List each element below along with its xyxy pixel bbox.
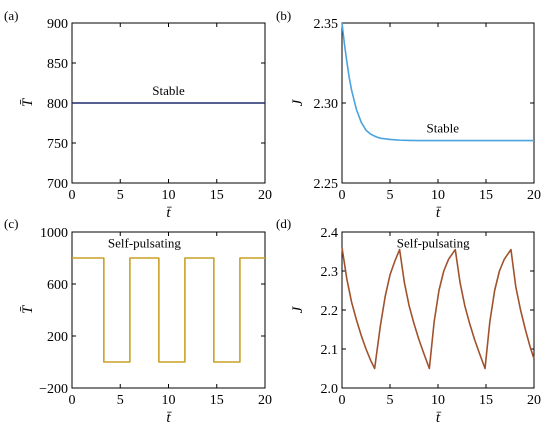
panel-2: (b) 0 5 10 15 20 2.25 2.30 2.35 t̄ J Stable bbox=[276, 8, 541, 221]
panel-label: (c) bbox=[4, 216, 18, 231]
y-axis-label: T̄ bbox=[20, 304, 36, 314]
y-tick-label: 750 bbox=[47, 137, 68, 152]
x-tick-label: 20 bbox=[527, 188, 541, 203]
y-tick-label: 2.3 bbox=[321, 265, 339, 280]
x-tick-label: 5 bbox=[117, 393, 124, 408]
x-tick-label: 0 bbox=[339, 188, 346, 203]
series-line-1 bbox=[341, 22, 534, 142]
y-axis-label: T̄ bbox=[20, 97, 36, 107]
annotation: Stable bbox=[152, 83, 185, 98]
y-tick-label: 2.30 bbox=[314, 97, 339, 112]
x-tick-label: 10 bbox=[431, 393, 445, 408]
x-tick-label: 20 bbox=[258, 188, 272, 203]
panel-label: (b) bbox=[276, 8, 291, 23]
x-tick-label: 5 bbox=[387, 188, 394, 203]
x-axis-label: t̄ bbox=[166, 410, 172, 426]
x-tick-label: 0 bbox=[69, 393, 76, 408]
x-tick-label: 15 bbox=[210, 188, 224, 203]
panel-label: (a) bbox=[4, 8, 18, 23]
series-line-1 bbox=[341, 247, 535, 370]
x-axis-label: t̄ bbox=[166, 205, 172, 221]
x-tick-label: 10 bbox=[162, 188, 176, 203]
x-axis-label: t̄ bbox=[436, 205, 442, 221]
y-tick-label: 2.4 bbox=[321, 226, 339, 241]
annotation: Stable bbox=[427, 121, 460, 136]
x-tick-label: 20 bbox=[258, 393, 272, 408]
y-axis-label: J bbox=[290, 98, 306, 106]
x-tick-label: 0 bbox=[339, 393, 346, 408]
y-tick-label: 2.0 bbox=[321, 382, 339, 397]
annotation: Self-pulsating bbox=[397, 236, 470, 251]
y-tick-label: 200 bbox=[47, 330, 68, 345]
series-line-1 bbox=[72, 257, 265, 363]
x-tick-label: 0 bbox=[69, 188, 76, 203]
x-tick-label: 15 bbox=[479, 188, 493, 203]
y-tick-label: 800 bbox=[47, 97, 68, 112]
panel-4: (d) 0 5 10 15 20 2.0 2.1 2.2 2.3 2.4 t̄ J Self-pulsat… bbox=[276, 216, 541, 426]
panel-label: (d) bbox=[276, 216, 291, 231]
y-tick-label: 2.35 bbox=[314, 17, 339, 32]
annotation: Self-pulsating bbox=[108, 236, 181, 251]
x-tick-label: 5 bbox=[387, 393, 394, 408]
x-tick-label: 10 bbox=[162, 393, 176, 408]
panel-3: (c) 0 5 10 15 20 −200 200 600 1000 t̄ T̄ Self-pulsat… bbox=[4, 216, 272, 426]
y-tick-label: 2.25 bbox=[314, 177, 339, 192]
x-tick-label: 10 bbox=[431, 188, 445, 203]
y-tick-label: 1000 bbox=[40, 226, 68, 241]
y-tick-label: 2.2 bbox=[321, 304, 339, 319]
y-tick-label: 700 bbox=[47, 177, 68, 192]
y-tick-label: 900 bbox=[47, 17, 68, 32]
y-axis-label: J bbox=[290, 305, 306, 313]
x-tick-label: 15 bbox=[479, 393, 493, 408]
x-tick-label: 15 bbox=[210, 393, 224, 408]
y-tick-label: 600 bbox=[47, 278, 68, 293]
axes-frame bbox=[71, 231, 266, 389]
x-axis-label: t̄ bbox=[436, 410, 442, 426]
x-tick-label: 5 bbox=[117, 188, 124, 203]
y-tick-label: −200 bbox=[39, 382, 68, 397]
x-tick-label: 20 bbox=[527, 393, 541, 408]
axes-frame bbox=[341, 22, 535, 184]
y-tick-label: 850 bbox=[47, 57, 68, 72]
panel-1: (a) 0 5 10 15 20 700 750 800 850 900 t̄ T̄ Stable bbox=[4, 8, 272, 221]
y-tick-label: 2.1 bbox=[321, 343, 339, 358]
axes-frame bbox=[341, 231, 535, 389]
